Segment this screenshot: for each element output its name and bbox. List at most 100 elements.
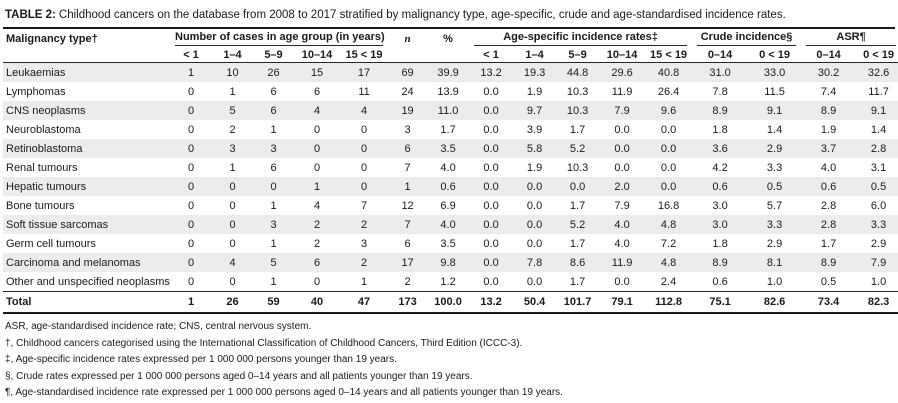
table-cell: 1.4 xyxy=(766,123,783,136)
table-cell: 8.9 xyxy=(712,104,728,117)
table-cell: 0 xyxy=(313,275,321,288)
col-header-rates-15-19: 15 < 19 xyxy=(645,47,693,63)
table-cell: 0.0 xyxy=(483,199,499,212)
table-cell: 4.8 xyxy=(660,218,677,231)
table-cell: 2.9 xyxy=(870,237,887,250)
table-cell: 0.6 xyxy=(440,180,456,193)
table-cell: 1 xyxy=(404,180,411,193)
table-cell: 82.6 xyxy=(748,291,802,314)
table-cell: 3 xyxy=(229,142,236,155)
table-cell: 3.0 xyxy=(712,218,728,231)
table-cell: 4 xyxy=(229,256,236,269)
table-cell: 6 xyxy=(404,237,411,250)
table-cell: 0 xyxy=(229,199,236,212)
table-cell: 9.8 xyxy=(440,256,456,269)
table-cell: 5.8 xyxy=(526,142,543,155)
table-cell: 11.9 xyxy=(611,85,633,98)
table-cell: 1.8 xyxy=(712,123,728,136)
table-cell: 0 xyxy=(187,237,195,250)
total-row: Total 1 26 59 40 47 173 100.0 13.2 50.4 101.7 79.1 1… xyxy=(3,291,898,314)
table-cell: 4 xyxy=(360,104,368,117)
table-cell: 5 xyxy=(229,104,236,117)
table-cell: 0.0 xyxy=(483,275,499,288)
table-cell: 6.9 xyxy=(440,199,456,212)
table-row: Lymphomas 0 1 6 6 11 24 13.9 0.0 1.9 10.3 11.9 26.4 7… xyxy=(3,82,898,101)
table-cell: 3 xyxy=(270,218,277,231)
table-cell: 8.9 xyxy=(712,256,728,269)
table-cell: 40.8 xyxy=(657,66,680,79)
table-cell: 2.4 xyxy=(660,275,677,288)
table-cell: 0.0 xyxy=(614,123,630,136)
table-cell: 8.9 xyxy=(820,104,837,117)
table-cell: 29.6 xyxy=(611,66,633,79)
table-cell: 0 xyxy=(187,142,195,155)
table-cell: 75.1 xyxy=(692,291,749,314)
table-cell: 3.1 xyxy=(870,161,887,174)
table-cell: 7.9 xyxy=(614,104,630,117)
table-cell: 7.8 xyxy=(526,256,543,269)
table-cell: 7.9 xyxy=(870,256,887,269)
col-header-cases-10-14: 10–14 xyxy=(294,47,340,63)
table-cell: 0.0 xyxy=(526,199,543,212)
table-cell: 33.0 xyxy=(763,66,786,79)
table-cell: 9.6 xyxy=(660,104,677,117)
col-header-asr-0-14: 0–14 xyxy=(801,47,857,63)
table-cell: 2 xyxy=(313,218,321,231)
table-cell: 0 xyxy=(360,123,368,136)
table-cell: 4.2 xyxy=(712,161,728,174)
table-cell: 1.9 xyxy=(526,161,543,174)
table-cell: 0.0 xyxy=(614,161,630,174)
table-cell: 0 xyxy=(187,123,195,136)
table-cell: 0 xyxy=(313,142,321,155)
table-cell: 9.7 xyxy=(526,104,543,117)
table-cell: 0.0 xyxy=(614,142,630,155)
table-cell: 6 xyxy=(404,142,411,155)
footnote: †, Childhood cancers categorised using t… xyxy=(5,337,523,349)
table-cell: 1.7 xyxy=(569,199,586,212)
table-cell: 1.8 xyxy=(712,237,728,250)
table-row: Other and unspecified neoplasms 0 0 1 0 1 2 1.2… xyxy=(3,272,898,292)
table-cell: 2.9 xyxy=(766,237,783,250)
table-row: Retinoblastoma 0 3 3 0 0 6 3.5 0.0 5.8 5.2 0.0 0.0 3.… xyxy=(3,139,898,158)
col-header-cases-under-1: < 1 xyxy=(170,47,212,63)
table-cell: 1.7 xyxy=(569,237,586,250)
table-cell: 1.7 xyxy=(440,123,456,136)
table-cell: 1 xyxy=(270,123,277,136)
table-cell: 0 xyxy=(187,256,195,269)
table-cell: 32.6 xyxy=(867,66,890,79)
table-cell: 4.0 xyxy=(820,161,837,174)
col-header-crude-0-19: 0 < 19 xyxy=(748,47,802,63)
table-cell: 6 xyxy=(313,85,321,98)
table-cell: 2 xyxy=(404,275,411,288)
table-cell: 47 xyxy=(340,291,389,314)
table-cell: 2 xyxy=(360,256,368,269)
table-cell: 1.7 xyxy=(569,123,586,136)
table-cell: 3 xyxy=(270,142,277,155)
footnotes: ASR, age-standardised incidence rate; CN… xyxy=(3,314,895,402)
table-cell: 7.8 xyxy=(712,85,728,98)
table-cell: 31.0 xyxy=(709,66,731,79)
table-cell: 0.0 xyxy=(660,161,677,174)
table-cell: 40 xyxy=(294,291,340,314)
table-cell: 19 xyxy=(401,104,414,117)
malignancy-type-cell: Bone tumours xyxy=(6,199,75,212)
table-cell: 9.1 xyxy=(766,104,783,117)
table-cell: 2 xyxy=(229,123,236,136)
col-group-cases: Number of cases in age group (in years) xyxy=(170,29,388,47)
table-cell: 6 xyxy=(270,161,277,174)
table-cell: 1 xyxy=(313,180,321,193)
table-cell: 6 xyxy=(270,85,277,98)
col-header-malignancy-type: Malignancy type† xyxy=(3,29,170,63)
table-cell: 16.8 xyxy=(657,199,680,212)
table-cell: 11.7 xyxy=(868,85,889,98)
table-cell: 0.0 xyxy=(483,256,499,269)
malignancy-type-cell: Renal tumours xyxy=(6,161,78,174)
table-cell: 0 xyxy=(229,180,236,193)
table-cell: 3.6 xyxy=(712,142,728,155)
table-cell: 0 xyxy=(229,275,236,288)
table-cell: 8.1 xyxy=(766,256,783,269)
table-cell: 5.2 xyxy=(569,142,586,155)
footnote: ASR, age-standardised incidence rate; CN… xyxy=(5,321,312,332)
malignancy-type-cell: Total xyxy=(3,291,170,314)
